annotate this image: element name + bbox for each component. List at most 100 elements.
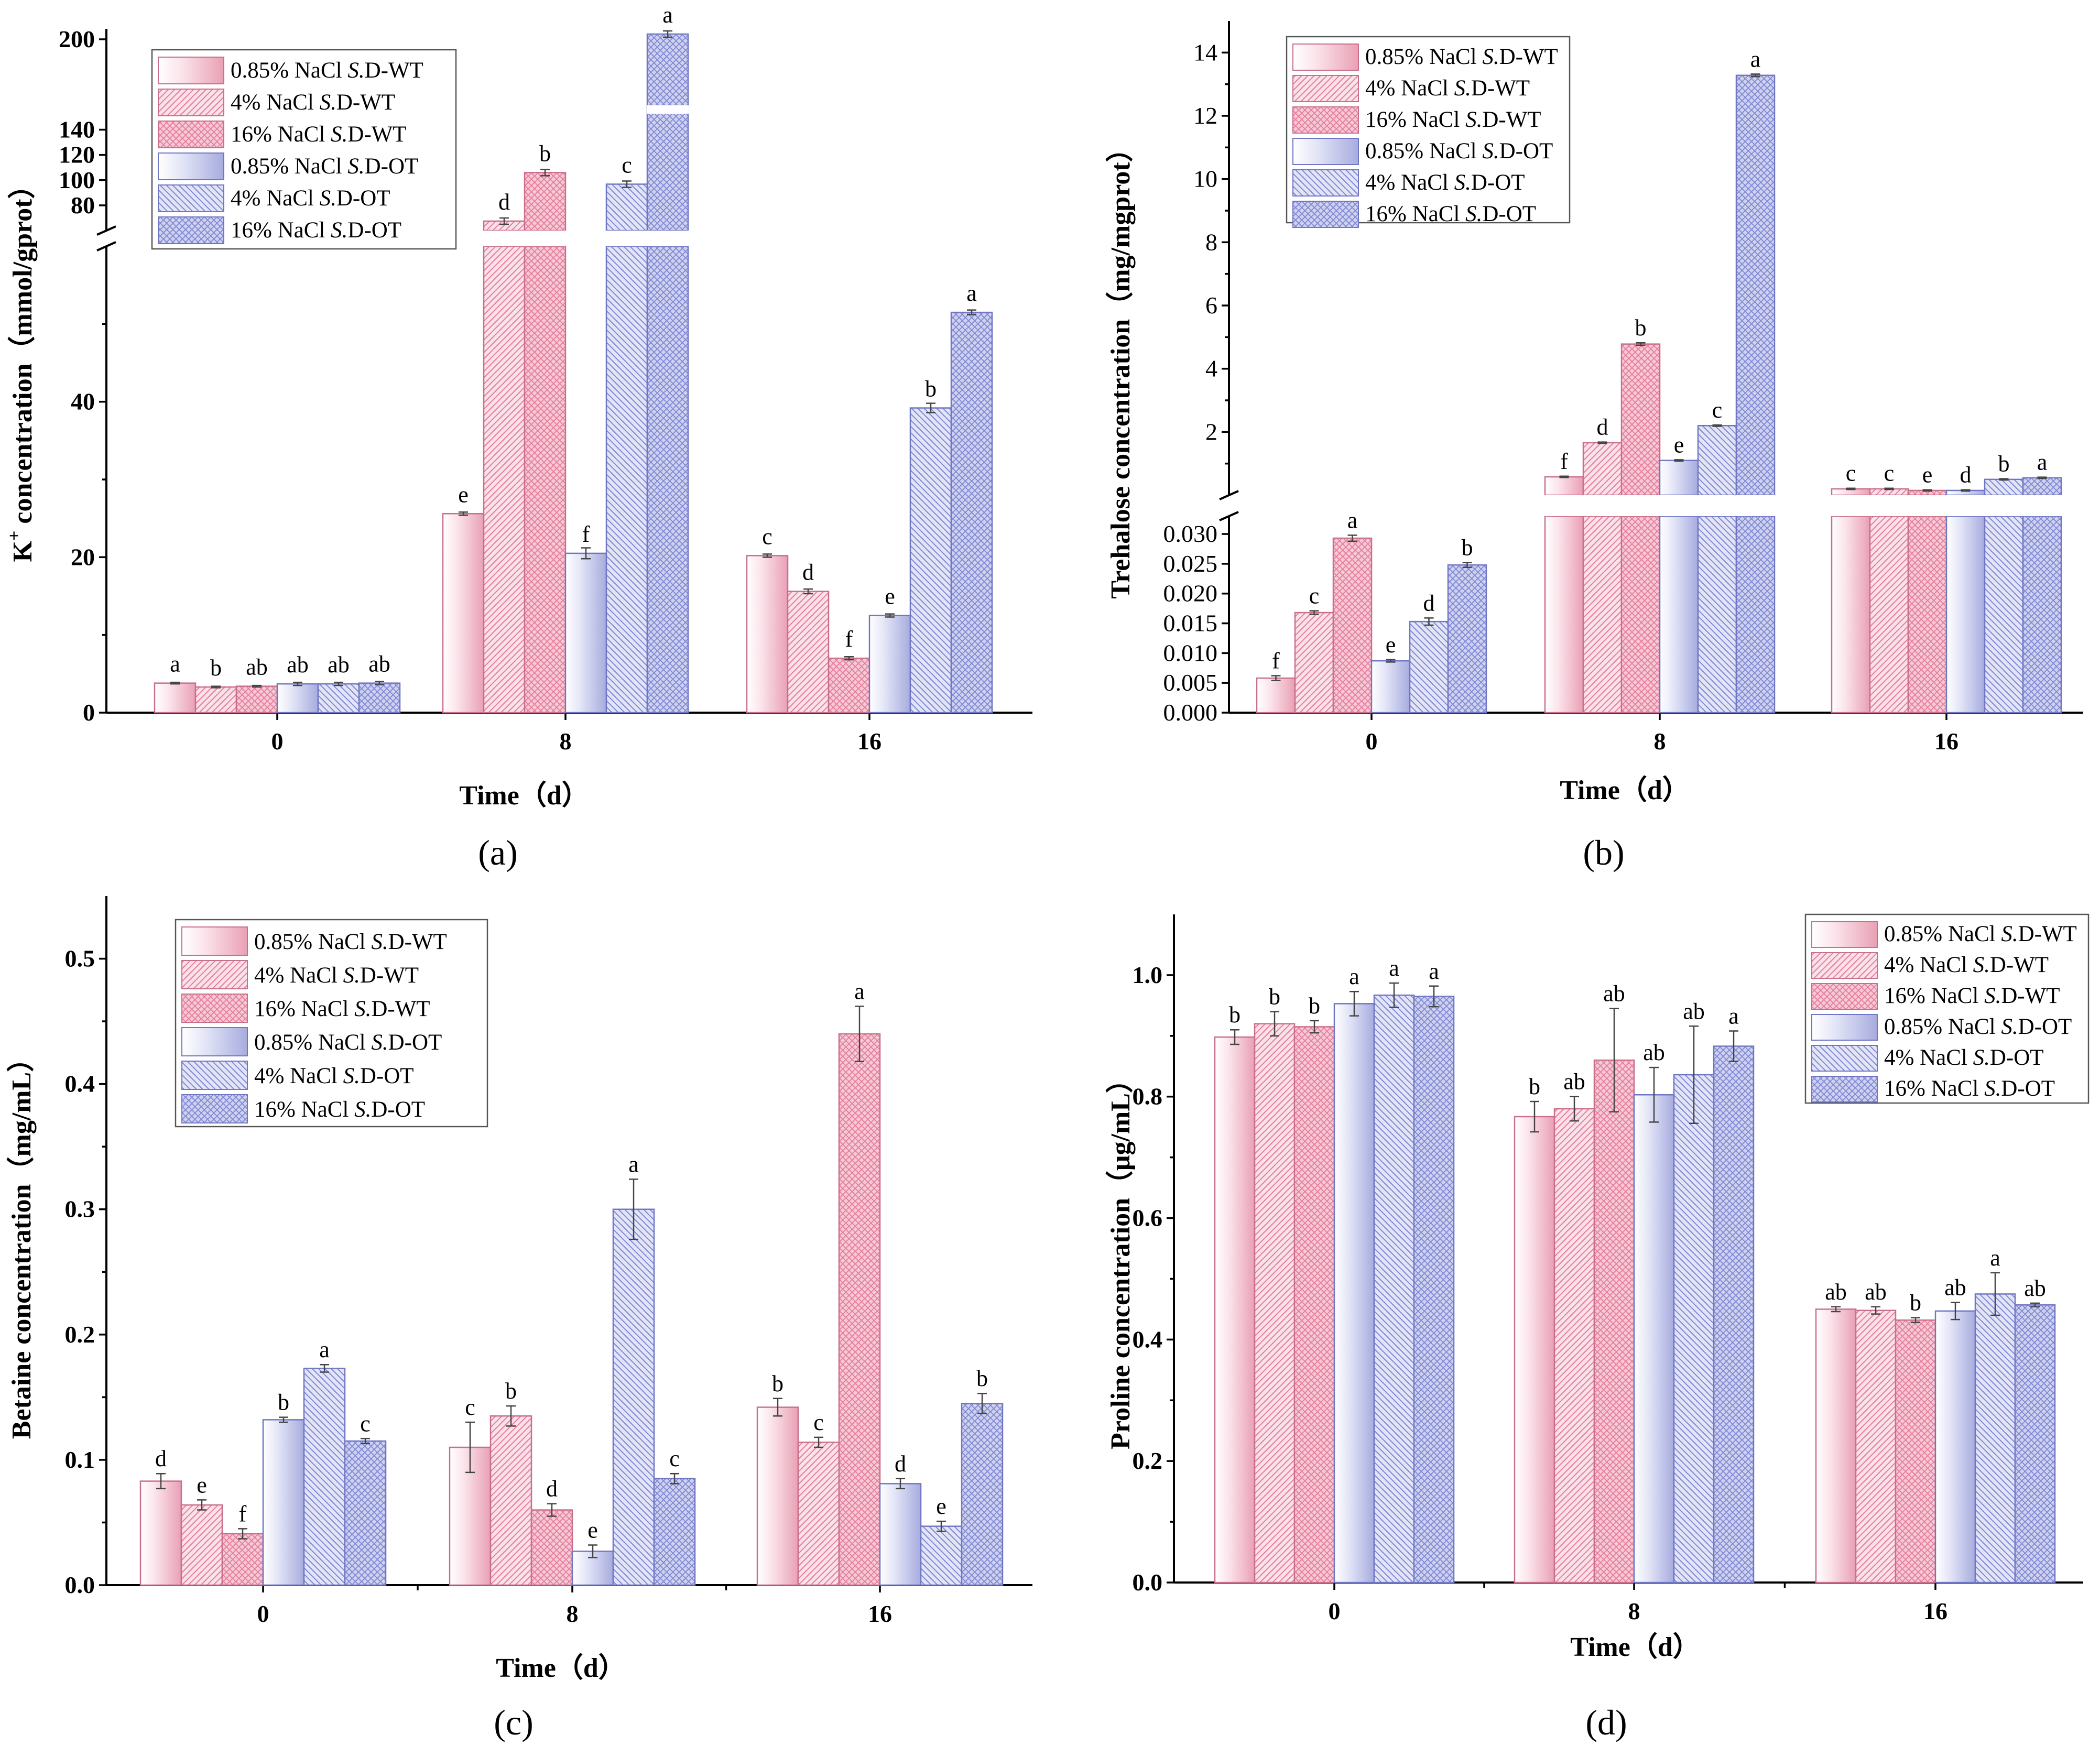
error-bar xyxy=(937,1520,946,1532)
x-tick-label: 0 xyxy=(1366,728,1378,755)
legend-label-ot4: 4% NaCl S.D-OT xyxy=(231,186,390,211)
legend-label-wt4: 4% NaCl S.D-WT xyxy=(1884,953,2049,977)
error-bar xyxy=(1597,441,1607,444)
error-bar xyxy=(1271,675,1281,681)
error-bar xyxy=(1424,617,1434,626)
legend-swatch-ot085 xyxy=(181,1027,248,1056)
bar-ot4-day8 xyxy=(612,1208,655,1586)
bar-wt4-day16 xyxy=(1855,1310,1897,1584)
axis-break-gap xyxy=(1583,495,1622,516)
significance-letter: d xyxy=(1960,462,1972,488)
bar-ot4-day8 xyxy=(605,245,648,714)
significance-letter: d xyxy=(1597,414,1608,440)
error-bar xyxy=(1570,1096,1579,1122)
y-tick-label: 80 xyxy=(71,192,95,219)
error-bar xyxy=(1386,659,1396,663)
legend-label-wt16: 16% NaCl S.D-WT xyxy=(1365,107,1541,132)
axis-break-gap xyxy=(647,231,689,246)
error-bar xyxy=(1674,459,1684,462)
error-bar xyxy=(977,1392,987,1414)
error-bar xyxy=(547,1503,557,1517)
significance-letter: f xyxy=(845,626,853,652)
error-bar xyxy=(663,30,672,38)
legend-label-wt16: 16% NaCl S.D-WT xyxy=(231,122,407,147)
bar-wt4-day0 xyxy=(1294,612,1334,714)
significance-letter: b xyxy=(210,655,222,681)
legend-label-ot16: 16% NaCl S.D-OT xyxy=(231,218,401,243)
error-bar xyxy=(814,1436,823,1448)
error-bar xyxy=(170,681,180,685)
bar-wt085-day8 xyxy=(1544,515,1584,714)
y-tick-label: 12 xyxy=(1193,102,1217,129)
error-bar xyxy=(1911,1317,1920,1324)
error-bar xyxy=(2037,476,2047,479)
significance-letter: a xyxy=(966,280,977,306)
bar-ot4-day16 xyxy=(909,407,952,714)
bar-wt085-day16 xyxy=(746,555,789,714)
legend-label-ot085: 0.85% NaCl S.D-OT xyxy=(231,154,418,179)
bar-wt085-day8 xyxy=(1514,1116,1555,1584)
bar-ot4-day0 xyxy=(1373,994,1415,1584)
error-bar xyxy=(1270,1011,1279,1037)
significance-letter: ab xyxy=(1825,1279,1847,1305)
significance-letter: c xyxy=(1884,461,1895,486)
y-axis-label: Proline concentration（μg/mL） xyxy=(1105,1066,1136,1449)
y-axis-label: K+ concentration（mmol/gprot） xyxy=(5,172,38,562)
y-tick-label: 140 xyxy=(59,116,95,143)
significance-letter: b xyxy=(278,1390,289,1415)
bar-ot085-day16 xyxy=(1945,515,1986,714)
legend-label-ot4: 4% NaCl S.D-OT xyxy=(254,1064,414,1088)
axis-break-gap xyxy=(1659,495,1699,516)
significance-letter: ab xyxy=(1563,1069,1585,1095)
x-tick-label: 8 xyxy=(560,728,572,755)
y-tick-label: 14 xyxy=(1193,39,1217,66)
y-axis-label: Trehalose concentration（mg/mgprot） xyxy=(1105,135,1136,598)
error-bar xyxy=(375,681,384,685)
error-bar xyxy=(1831,1306,1841,1313)
legend-label-wt085: 0.85% NaCl S.D-WT xyxy=(1884,922,2077,946)
y-tick-label: 0.1 xyxy=(65,1446,95,1473)
legend-swatch-ot4 xyxy=(1811,1045,1878,1072)
y-tick-label: 2 xyxy=(1205,418,1217,445)
legend-swatch-ot16 xyxy=(181,1094,248,1123)
error-bar xyxy=(334,681,343,686)
error-bar xyxy=(540,169,550,177)
y-tick-label: 0.5 xyxy=(65,945,95,972)
bar-ot4-day8-upper xyxy=(1697,425,1737,496)
bar-ot085-day8 xyxy=(1633,1094,1675,1584)
bar-ot16-day8 xyxy=(653,1478,696,1586)
error-bar xyxy=(1961,489,1971,492)
significance-letter: e xyxy=(587,1517,598,1543)
y-tick-label: 0.0 xyxy=(65,1572,95,1598)
error-bar xyxy=(1559,475,1569,478)
error-bar xyxy=(773,1398,782,1417)
legend-swatch-ot085 xyxy=(1292,138,1359,165)
bar-wt4-day8 xyxy=(1553,1108,1595,1584)
legend-swatch-wt4 xyxy=(181,960,248,989)
bar-wt16-day0 xyxy=(221,1533,264,1586)
error-bar xyxy=(1310,1020,1319,1034)
significance-letter: a xyxy=(170,651,180,677)
significance-letter: ab xyxy=(1683,998,1705,1024)
bar-wt4-day0 xyxy=(194,686,237,714)
error-bar xyxy=(1951,1302,1960,1321)
error-bar xyxy=(967,309,976,315)
legend-swatch-ot4 xyxy=(181,1061,248,1090)
axis-break-gap xyxy=(1946,495,1985,516)
bar-ot4-day8 xyxy=(1697,515,1737,714)
legend-a: 0.85% NaCl S.D-WT 4% NaCl S.D-WT 16% NaCl … xyxy=(151,49,457,250)
error-bar xyxy=(1999,478,2009,481)
y-tick-label: 0.000 xyxy=(1163,699,1218,726)
axis-break-gap xyxy=(606,231,648,246)
axis-break-gap xyxy=(1698,495,1737,516)
legend-c: 0.85% NaCl S.D-WT 4% NaCl S.D-WT 16% NaCl … xyxy=(175,919,488,1128)
legend-label-ot085: 0.85% NaCl S.D-OT xyxy=(254,1030,442,1055)
error-bar xyxy=(459,511,468,516)
significance-letter: d xyxy=(155,1446,167,1471)
significance-letter: a xyxy=(628,1151,639,1177)
bar-ot16-day8 xyxy=(1735,515,1776,714)
legend-label-ot16: 16% NaCl S.D-OT xyxy=(254,1097,425,1122)
error-bar xyxy=(1389,982,1399,1008)
x-tick-label: 16 xyxy=(1923,1598,1947,1624)
